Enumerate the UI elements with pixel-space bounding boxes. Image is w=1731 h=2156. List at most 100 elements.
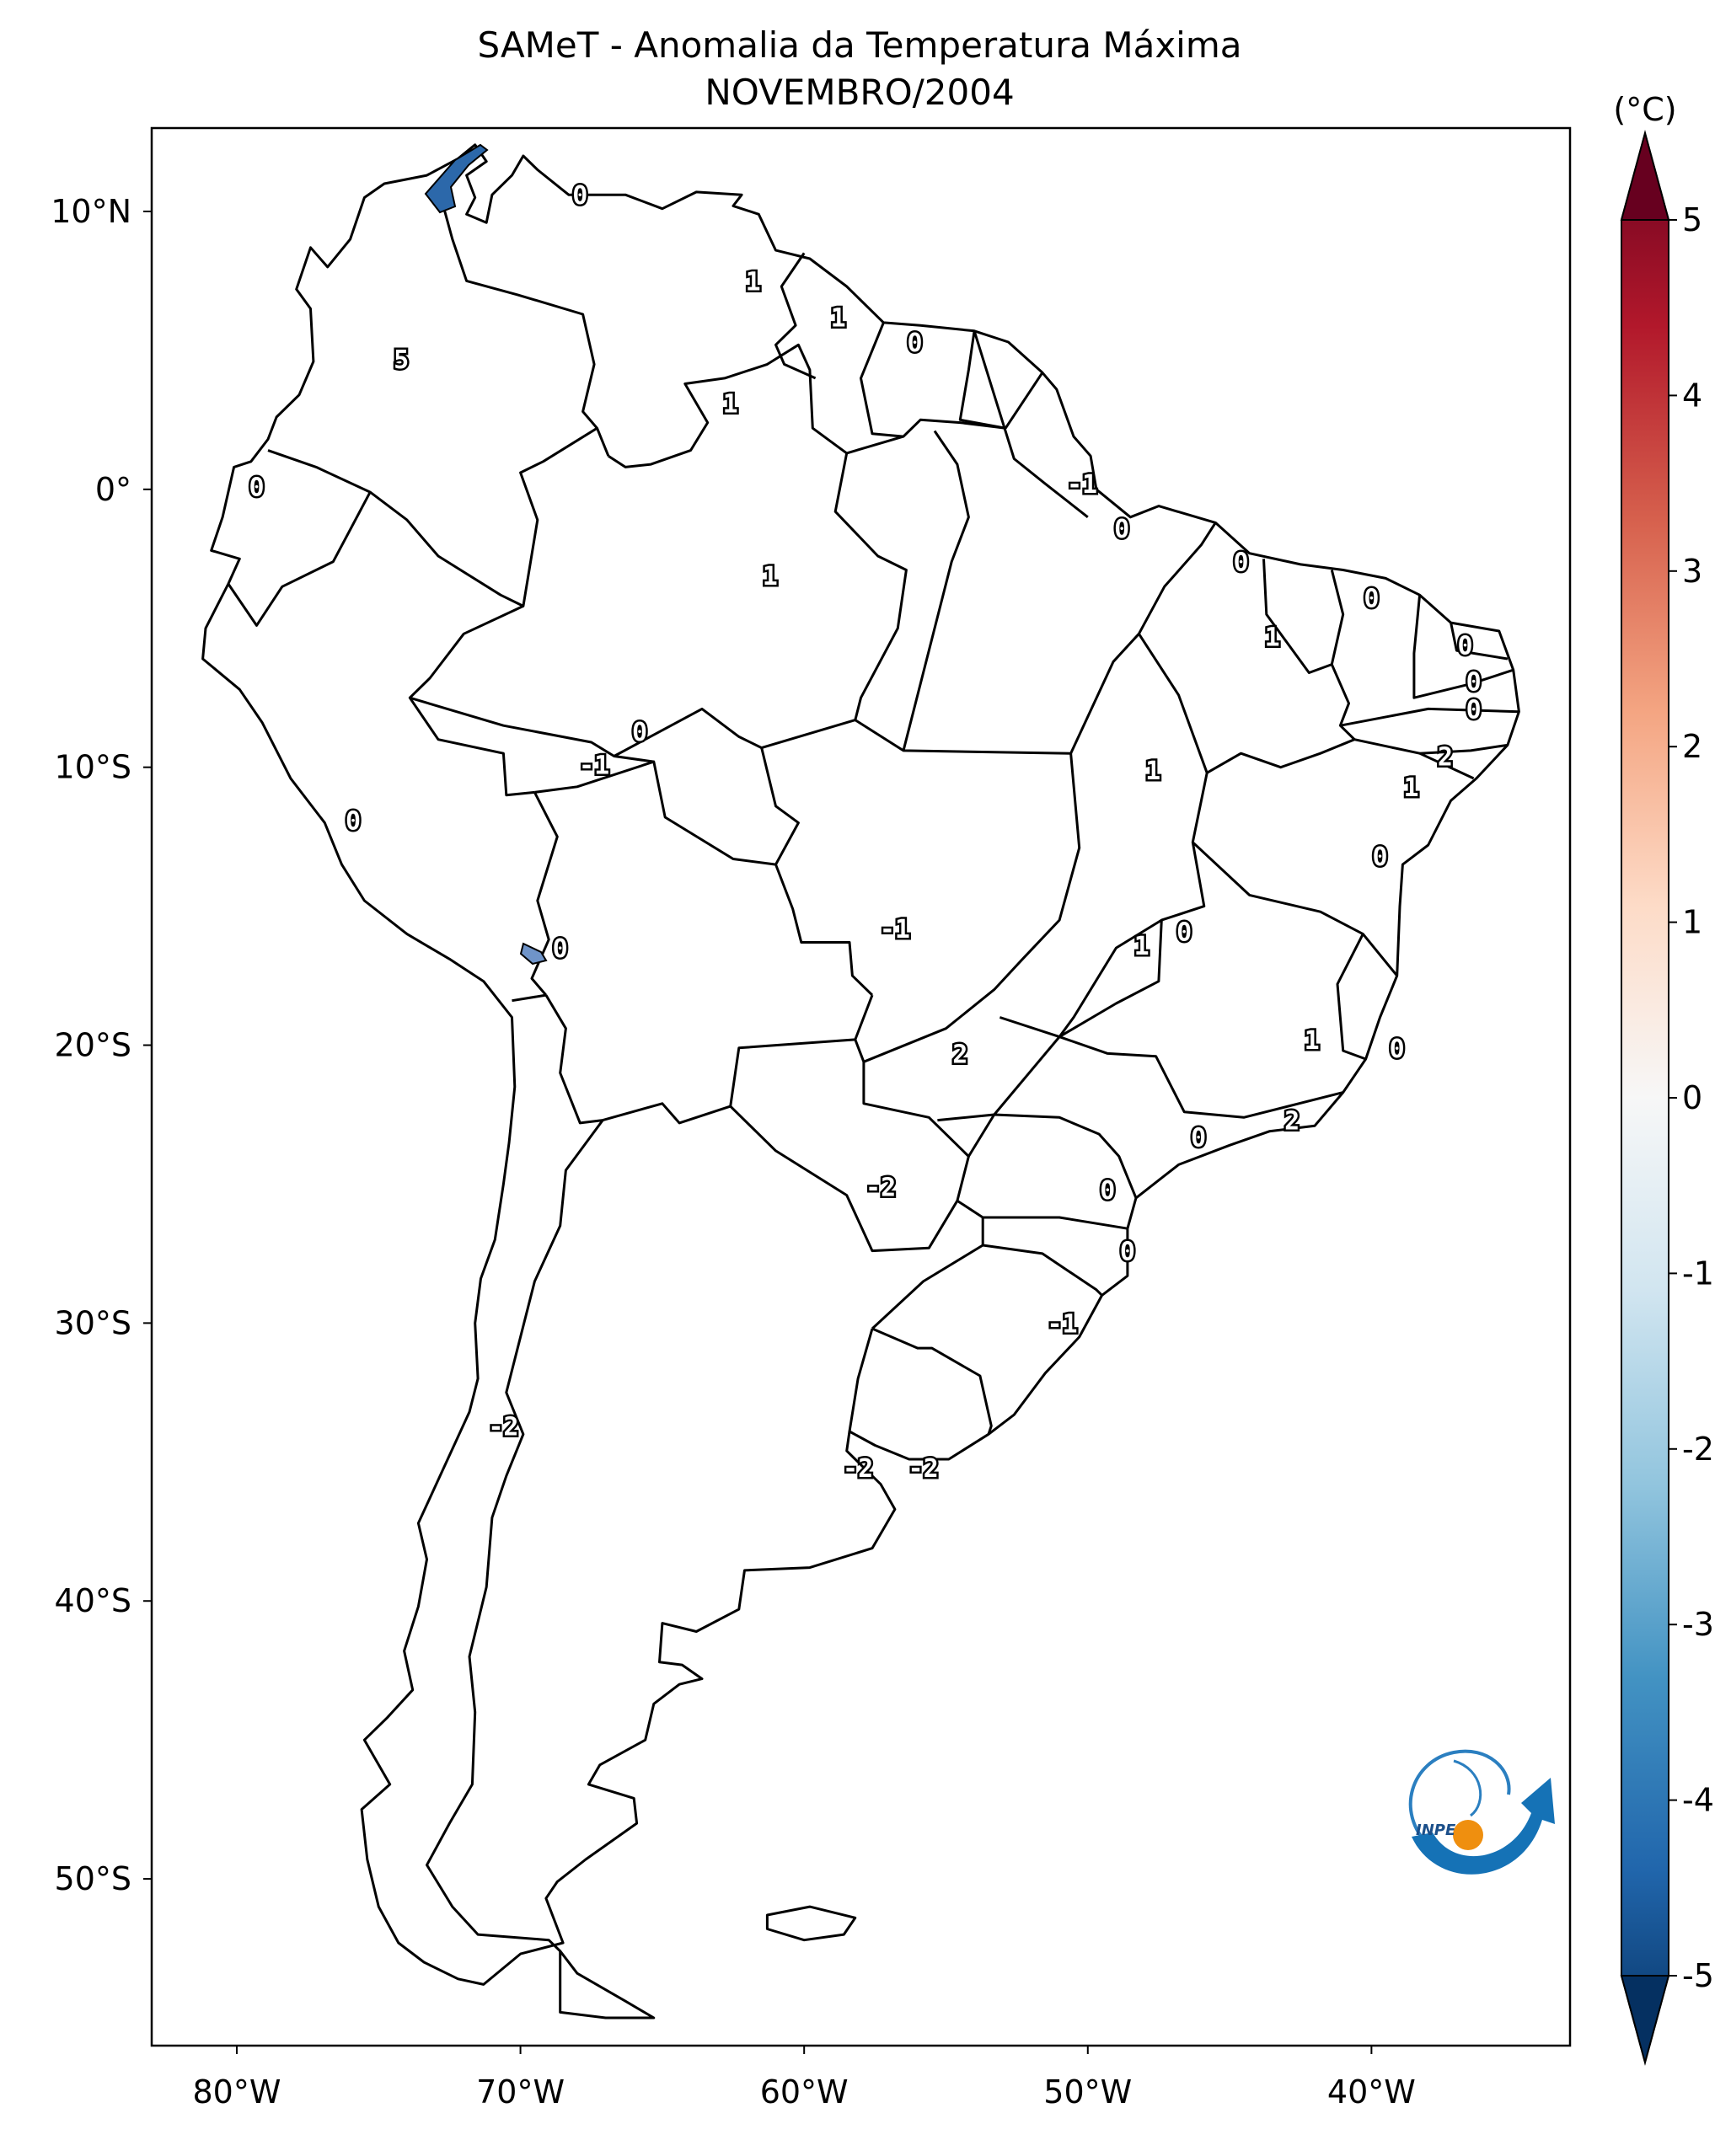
colorbar-tick-label: 2 [1682,728,1702,765]
border-line [544,994,603,1125]
contour-label: 1 [1305,1026,1320,1056]
border-line [1069,522,1217,754]
border-line [973,330,1089,518]
border-line [227,491,372,627]
contour-label: 0 [1466,695,1482,725]
contour-label: 0 [346,806,361,836]
contour-label: 5 [394,345,409,375]
contour-label: 0 [1120,1238,1135,1267]
contour-label: 1 [1265,623,1280,653]
lat-tick-label: 50°S [55,1860,131,1897]
colorbar-tick-label: -2 [1682,1431,1714,1468]
border-line [999,920,1163,1039]
contour-label: 0 [632,718,647,747]
contour-label: 2 [1284,1107,1300,1137]
contour-label: 1 [1145,757,1160,786]
lat-tick-label: 20°S [55,1027,131,1064]
contour-label: 0 [1191,1123,1206,1153]
lon-tick-label: 60°W [760,2073,849,2111]
contour-label: 0 [1114,515,1129,544]
border-line [982,1244,1103,1297]
contour-label: 1 [1134,932,1150,961]
inpe-logo-text: INPE [1416,1822,1456,1839]
contour-label: 2 [1438,743,1453,773]
border-line [1330,570,1356,741]
contour-label: 0 [1100,1176,1115,1206]
lon-tick-label: 40°W [1327,2073,1416,2111]
border-line [994,1113,1138,1199]
contour-label: 0 [1390,1035,1405,1064]
border-line [409,696,655,763]
lon-tick-label: 70°W [476,2073,565,2111]
border-line [902,430,970,752]
boundaries [201,143,1520,2020]
border-line [983,1216,1128,1230]
contour-label: -1 [579,751,609,780]
border-line [848,1328,874,1432]
lon-tick-label: 80°W [193,2073,281,2111]
colorbar-tick-label: -1 [1682,1255,1714,1292]
latitude-axis: 10°N 0° 10°S 20°S 30°S 40°S 50°S [51,193,152,1897]
border-line [760,747,800,865]
border-line [1412,595,1514,699]
map-title: SAMeT - Anomalia da Temperatura Máxima [478,24,1242,66]
contour-label: 0 [1364,585,1379,614]
contour-label: -2 [843,1454,873,1484]
inpe-logo: INPE [1408,1749,1555,1875]
border-line [608,343,1006,468]
lat-tick-label: 40°S [55,1582,131,1619]
contour-label: 0 [1466,667,1482,697]
contour-label: 1 [746,267,761,297]
border-line [774,252,817,380]
lat-tick-label: 0° [95,471,131,508]
border-line [613,452,908,757]
contour-label: 1 [723,390,738,420]
contour-label: -2 [866,1174,896,1203]
contour-label: 0 [907,329,922,358]
colorbar-tick-label: -4 [1682,1782,1714,1819]
border-line [408,605,535,797]
colorbar-tick-label: 3 [1682,553,1702,590]
contour-label: 0 [553,934,568,964]
contour-label: 2 [952,1040,967,1069]
contour-label: 1 [831,303,846,333]
border-line [958,330,1044,430]
colorbar-tick-label: 4 [1682,377,1702,414]
border-line [937,1113,994,1122]
lake-maracaibo [424,143,489,214]
lat-tick-label: 10°S [55,749,131,786]
contour-label: 0 [249,473,264,503]
border-line [1192,841,1398,977]
border-line [1450,622,1509,661]
colorbar-tick-label: 1 [1682,904,1702,941]
map-subtitle: NOVEMBRO/2004 [705,72,1014,113]
contour-label: 1 [1403,773,1418,803]
border-line [860,322,904,438]
colorbar-tick-label: 0 [1682,1079,1702,1116]
contour-label: 0 [572,181,587,211]
border-line [439,158,610,457]
contour-label: -1 [1067,470,1097,500]
border-line [512,993,547,1003]
contour-label: -2 [908,1454,939,1484]
lat-tick-label: 30°S [55,1304,131,1341]
border-line [1058,1035,1344,1119]
longitude-axis: 80°W 70°W 60°W 50°W 40°W [193,2046,1416,2111]
contour-label: -1 [1047,1309,1077,1339]
border-line [267,426,598,607]
colorbar-unit: (°C) [1613,91,1676,128]
border-line [426,1119,604,1952]
contour-label: 0 [1372,843,1387,872]
colorbar: (°C) 5 4 3 2 1 0 -1 -2 -3 -4 -5 [1613,91,1714,2066]
border-line [1336,933,1367,1061]
contour-label: 0 [1457,632,1472,661]
contour-label: 0 [1233,548,1248,578]
contour-label: -2 [488,1412,518,1442]
contour-label: 0 [1176,918,1192,947]
border-line [1262,559,1332,674]
lat-tick-label: 10°N [51,193,131,230]
lake-titicaca [519,942,548,966]
colorbar-tick-label: -3 [1682,1606,1714,1643]
